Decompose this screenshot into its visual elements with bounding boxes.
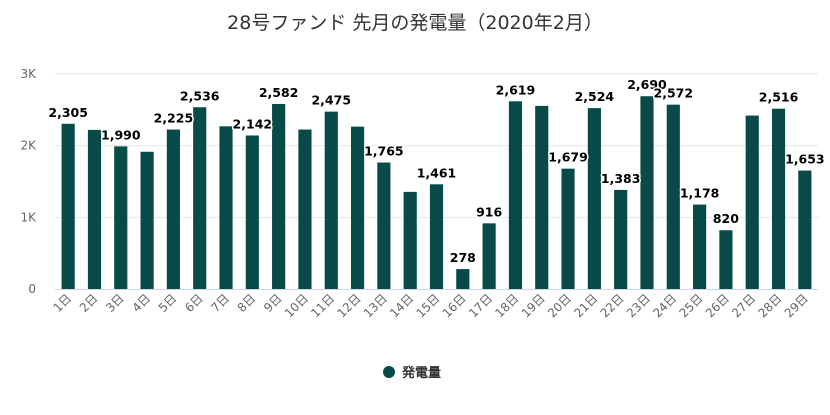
bar[interactable] — [798, 170, 812, 289]
legend-marker — [383, 366, 395, 378]
x-tick-label: 12日 — [335, 291, 364, 320]
x-tick-label: 7日 — [208, 291, 232, 315]
x-tick-label: 14日 — [387, 291, 416, 320]
bar[interactable] — [456, 269, 470, 289]
data-label: 2,582 — [259, 85, 299, 100]
bar[interactable] — [614, 189, 628, 289]
data-label: 2,690 — [627, 77, 667, 92]
bar[interactable] — [429, 184, 444, 289]
x-tick-label: 21日 — [571, 291, 600, 320]
legend-label: 発電量 — [401, 365, 441, 381]
bar[interactable] — [771, 108, 786, 289]
x-tick-label: 19日 — [519, 291, 548, 320]
data-label: 1,990 — [101, 127, 141, 142]
bar[interactable] — [272, 103, 286, 289]
x-axis: 1日 2日 3日 4日 5日 6日 7日 8日 9日10日11日12日13日14日15日16日1… — [50, 291, 810, 320]
bar[interactable] — [693, 204, 707, 289]
data-label: 2,475 — [311, 93, 351, 108]
x-tick-label: 26日 — [703, 291, 732, 320]
bar[interactable] — [745, 115, 759, 289]
data-label: 820 — [713, 211, 739, 226]
data-label: 1,765 — [364, 144, 404, 159]
data-label: 1,679 — [548, 150, 588, 165]
bar[interactable] — [245, 135, 259, 289]
x-tick-label: 3日 — [103, 291, 127, 315]
y-axis: 0 1K 2K 3K — [20, 67, 37, 296]
x-tick-label: 10日 — [282, 291, 311, 320]
x-tick-label: 20日 — [545, 291, 574, 320]
data-label: 2,572 — [654, 86, 694, 101]
x-tick-label: 25日 — [677, 291, 706, 320]
bar[interactable] — [350, 126, 365, 289]
data-label: 1,461 — [417, 165, 457, 180]
bar[interactable] — [166, 129, 180, 289]
x-tick-label: 13日 — [361, 291, 390, 320]
bar[interactable] — [298, 129, 312, 289]
bar[interactable] — [114, 146, 128, 289]
data-label: 2,536 — [180, 88, 220, 103]
data-label: 2,619 — [496, 82, 536, 97]
x-tick-label: 8日 — [235, 291, 259, 315]
data-label: 2,305 — [48, 105, 88, 120]
bar[interactable] — [377, 162, 391, 289]
x-tick-label: 22日 — [598, 291, 627, 320]
bar[interactable] — [482, 223, 496, 289]
x-tick-label: 1日 — [50, 291, 74, 315]
bar[interactable] — [587, 108, 601, 289]
data-label: 2,524 — [575, 89, 615, 104]
x-tick-label: 24日 — [650, 291, 679, 320]
data-label: 2,142 — [233, 116, 273, 131]
x-tick-label: 29日 — [782, 291, 811, 320]
x-tick-label: 18日 — [492, 291, 521, 320]
bar[interactable] — [324, 111, 338, 289]
y-tick-label: 2K — [20, 139, 37, 153]
x-tick-label: 27日 — [729, 291, 758, 320]
data-label: 2,225 — [154, 111, 194, 126]
data-label: 278 — [450, 250, 476, 265]
x-tick-label: 5日 — [156, 291, 180, 315]
bar[interactable] — [640, 96, 654, 289]
y-tick-label: 0 — [28, 282, 36, 296]
x-tick-label: 6日 — [182, 291, 206, 315]
x-tick-label: 15日 — [413, 291, 442, 320]
bar[interactable] — [535, 105, 549, 290]
bar[interactable] — [403, 191, 417, 289]
x-tick-label: 2日 — [77, 291, 101, 315]
x-tick-label: 4日 — [129, 291, 153, 315]
x-tick-label: 28日 — [755, 291, 784, 320]
data-label: 2,516 — [759, 90, 799, 105]
bar[interactable] — [140, 151, 154, 289]
bar[interactable] — [219, 126, 233, 289]
bar[interactable] — [87, 129, 102, 289]
data-label: 916 — [476, 204, 502, 219]
y-tick-label: 3K — [20, 67, 37, 81]
data-label: 1,383 — [601, 171, 641, 186]
bar[interactable] — [561, 168, 575, 289]
x-tick-label: 9日 — [261, 291, 285, 315]
bar-layer — [61, 96, 812, 290]
y-tick-label: 1K — [20, 210, 37, 224]
data-label: 1,653 — [785, 152, 825, 167]
x-tick-label: 17日 — [466, 291, 495, 320]
x-tick-label: 11日 — [308, 291, 337, 320]
bar[interactable] — [666, 104, 680, 289]
data-label: 1,178 — [680, 186, 720, 201]
bar[interactable] — [719, 230, 733, 289]
x-tick-label: 23日 — [624, 291, 653, 320]
bar[interactable] — [61, 123, 75, 289]
bar[interactable] — [193, 107, 207, 290]
x-tick-label: 16日 — [440, 291, 469, 320]
chart-title: 28号ファンド 先月の発電量（2020年2月） — [227, 12, 603, 34]
bar[interactable] — [508, 101, 523, 290]
data-label-layer: 2,305 1,990 2,225 2,536 2,142 2,582 2,475 1,765… — [47, 76, 826, 267]
legend[interactable]: 発電量 — [383, 365, 441, 381]
